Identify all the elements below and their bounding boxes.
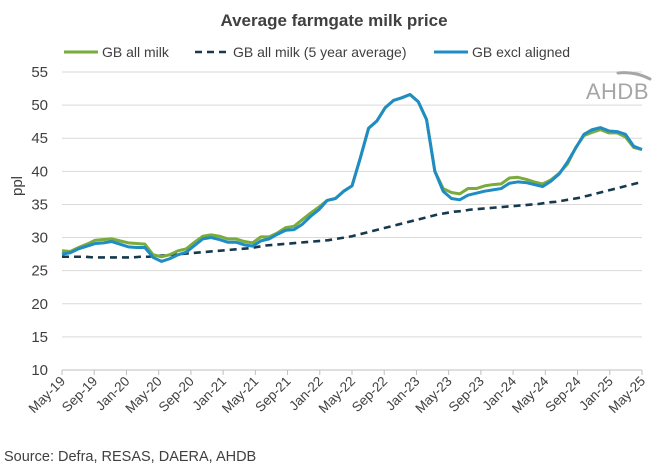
y-tick-label: 30 bbox=[31, 230, 48, 247]
logo-text: AHDB bbox=[586, 79, 649, 104]
series-lines bbox=[61, 93, 643, 263]
series-line-gb-all-milk-5-year-average bbox=[62, 180, 643, 259]
y-tick-label: 45 bbox=[31, 130, 48, 147]
series-line-gb-excl-aligned bbox=[61, 93, 643, 263]
chart-title: Average farmgate milk price bbox=[220, 11, 447, 30]
x-tick-label: May-24 bbox=[509, 373, 552, 416]
ahdb-logo: AHDB bbox=[586, 71, 652, 104]
x-tick-label: Sep-22 bbox=[349, 374, 390, 415]
y-tick-label: 40 bbox=[31, 163, 48, 180]
x-axis-ticks: May-19Sep-19Jan-20May-20Sep-20Jan-21May-… bbox=[26, 370, 648, 416]
x-tick-label: May-23 bbox=[412, 374, 454, 416]
y-tick-label: 50 bbox=[31, 97, 48, 114]
x-tick-label: Sep-24 bbox=[542, 373, 584, 415]
x-tick-label: May-19 bbox=[26, 374, 68, 416]
x-tick-label: Sep-21 bbox=[252, 374, 293, 415]
source-note: Source: Defra, RESAS, DAERA, AHDB bbox=[4, 449, 256, 465]
y-tick-label: 55 bbox=[31, 64, 48, 81]
x-tick-label: Sep-19 bbox=[59, 374, 100, 415]
y-tick-label: 20 bbox=[31, 296, 48, 313]
y-tick-label: 10 bbox=[31, 362, 48, 379]
x-tick-label: May-21 bbox=[219, 374, 261, 416]
x-tick-label: May-20 bbox=[122, 374, 164, 416]
legend-label: GB excl aligned bbox=[472, 44, 570, 60]
x-tick-label: Sep-20 bbox=[156, 374, 197, 415]
x-tick-label: May-25 bbox=[606, 374, 648, 416]
logo-swoosh-icon bbox=[616, 71, 652, 81]
gridlines bbox=[62, 71, 642, 371]
legend: GB all milk GB all milk (5 year average) G… bbox=[64, 44, 570, 60]
x-tick-label: May-22 bbox=[316, 374, 358, 416]
legend-label: GB all milk (5 year average) bbox=[233, 44, 407, 60]
y-axis-label: ppl bbox=[9, 176, 26, 196]
y-tick-label: 25 bbox=[31, 263, 48, 280]
x-tick-label: Sep-23 bbox=[446, 374, 487, 415]
y-tick-label: 15 bbox=[31, 329, 48, 346]
y-tick-label: 35 bbox=[31, 196, 48, 213]
legend-label: GB all milk bbox=[102, 44, 170, 60]
y-axis-ticks: 10 15 20 25 30 35 40 45 50 55 bbox=[31, 64, 48, 379]
